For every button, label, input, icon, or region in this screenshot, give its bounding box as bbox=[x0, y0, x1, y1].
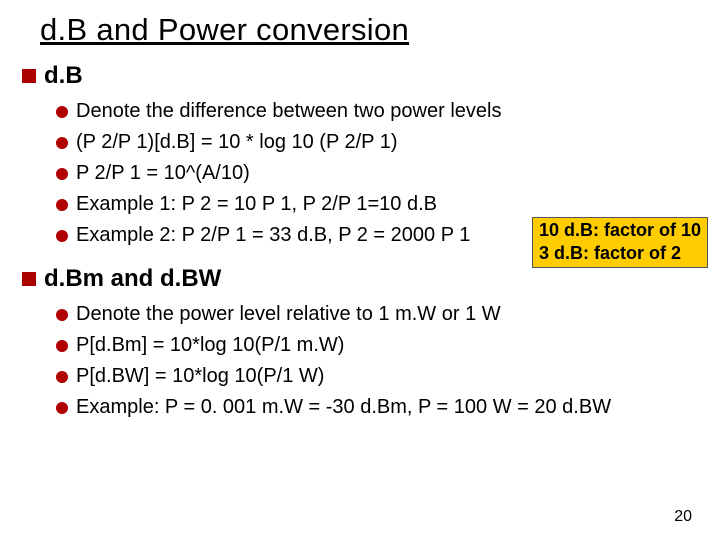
section-heading-text: d.B bbox=[44, 62, 83, 90]
list-item: P 2/P 1 = 10^(A/10) bbox=[56, 158, 698, 189]
list-item-text: P[d.Bm] = 10*log 10(P/1 m.W) bbox=[76, 330, 698, 361]
highlight-callout: 10 d.B: factor of 10 3 d.B: factor of 2 bbox=[532, 217, 708, 268]
section-dbm-heading: d.Bm and d.BW bbox=[22, 265, 698, 293]
list-item-text: Example 1: P 2 = 10 P 1, P 2/P 1=10 d.B bbox=[76, 189, 698, 220]
list-item: P[d.Bm] = 10*log 10(P/1 m.W) bbox=[56, 330, 698, 361]
section-db-heading: d.B bbox=[22, 62, 698, 90]
list-item-text: P 2/P 1 = 10^(A/10) bbox=[76, 158, 698, 189]
list-item: (P 2/P 1)[d.B] = 10 * log 10 (P 2/P 1) bbox=[56, 127, 698, 158]
list-item-text: Denote the power level relative to 1 m.W… bbox=[76, 299, 698, 330]
square-bullet-icon bbox=[22, 272, 36, 286]
circle-bullet-icon bbox=[56, 402, 68, 414]
list-item: Denote the difference between two power … bbox=[56, 96, 698, 127]
circle-bullet-icon bbox=[56, 199, 68, 211]
section-heading-text: d.Bm and d.BW bbox=[44, 265, 221, 293]
square-bullet-icon bbox=[22, 69, 36, 83]
circle-bullet-icon bbox=[56, 309, 68, 321]
list-item-text: P[d.BW] = 10*log 10(P/1 W) bbox=[76, 361, 698, 392]
circle-bullet-icon bbox=[56, 340, 68, 352]
circle-bullet-icon bbox=[56, 230, 68, 242]
circle-bullet-icon bbox=[56, 106, 68, 118]
list-item: Example 1: P 2 = 10 P 1, P 2/P 1=10 d.B bbox=[56, 189, 698, 220]
highlight-line: 10 d.B: factor of 10 bbox=[539, 219, 701, 242]
circle-bullet-icon bbox=[56, 137, 68, 149]
list-item: Denote the power level relative to 1 m.W… bbox=[56, 299, 698, 330]
circle-bullet-icon bbox=[56, 168, 68, 180]
page-number: 20 bbox=[674, 508, 692, 526]
list-item: Example: P = 0. 001 m.W = -30 d.Bm, P = … bbox=[56, 392, 698, 423]
list-item-text: Denote the difference between two power … bbox=[76, 96, 698, 127]
list-item-text: Example: P = 0. 001 m.W = -30 d.Bm, P = … bbox=[76, 392, 698, 423]
highlight-line: 3 d.B: factor of 2 bbox=[539, 242, 701, 265]
list-item: P[d.BW] = 10*log 10(P/1 W) bbox=[56, 361, 698, 392]
slide-title: d.B and Power conversion bbox=[40, 12, 698, 48]
circle-bullet-icon bbox=[56, 371, 68, 383]
list-item-text: (P 2/P 1)[d.B] = 10 * log 10 (P 2/P 1) bbox=[76, 127, 698, 158]
section-dbm-list: Denote the power level relative to 1 m.W… bbox=[56, 299, 698, 423]
